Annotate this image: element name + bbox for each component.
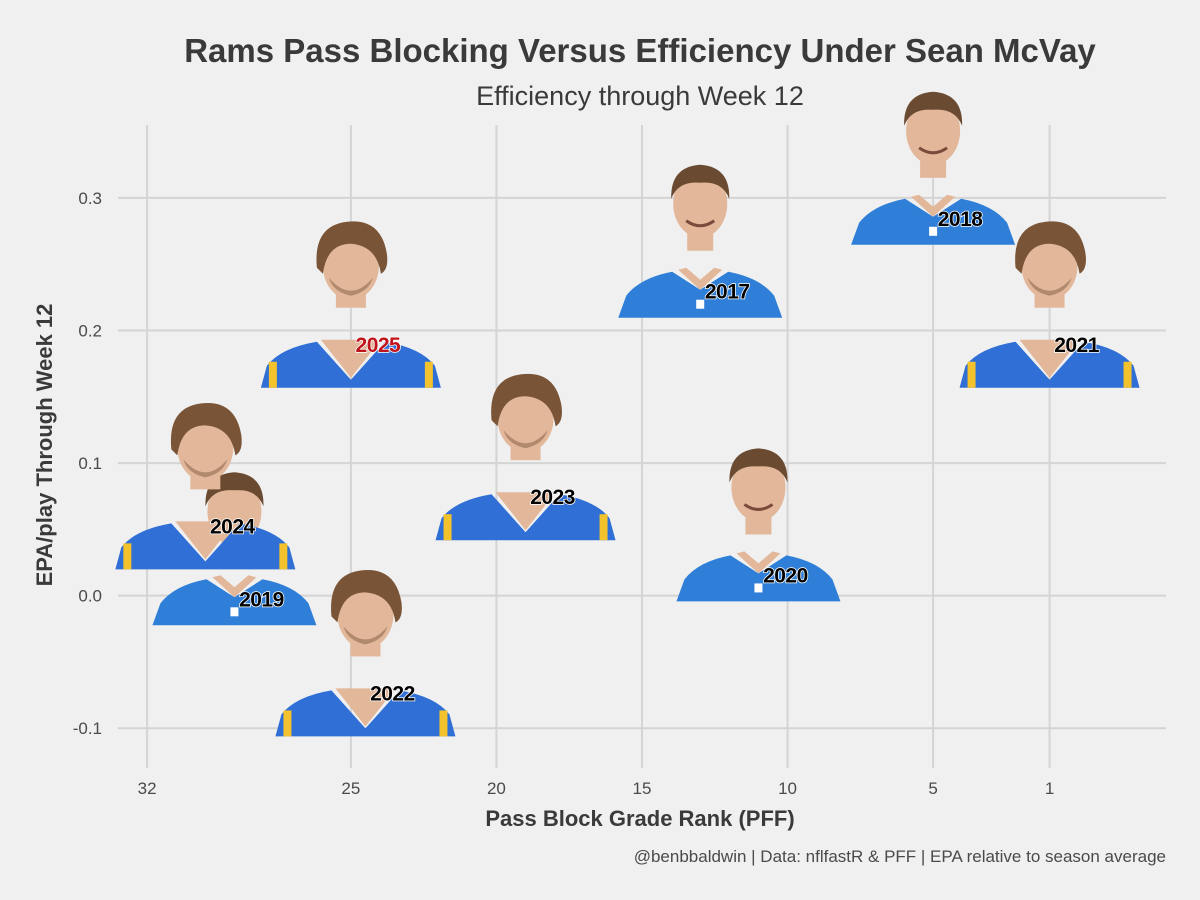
x-axis-title: Pass Block Grade Rank (PFF) bbox=[485, 806, 794, 831]
data-point-2023 bbox=[435, 373, 616, 541]
player-headshot bbox=[618, 164, 783, 318]
x-tick-labels: 32 25 20 15 10 5 1 bbox=[138, 779, 1055, 798]
data-point-2021 bbox=[959, 221, 1140, 388]
data-points: 2017 2018 2019 2020 2021 2022 2023 2024 2025 bbox=[115, 91, 1140, 737]
player-headshot bbox=[275, 570, 456, 737]
y-tick-label: 0.1 bbox=[78, 454, 102, 473]
point-label-2020: 2020 bbox=[763, 564, 808, 587]
x-tick-label: 15 bbox=[633, 779, 652, 798]
x-tick-label: 10 bbox=[778, 779, 797, 798]
point-label-2018: 2018 bbox=[938, 208, 984, 231]
y-axis-title: EPA/play Through Week 12 bbox=[32, 304, 57, 587]
player-headshot bbox=[435, 373, 616, 541]
data-point-2024 bbox=[115, 402, 296, 570]
x-tick-label: 20 bbox=[487, 779, 506, 798]
data-point-2018 bbox=[851, 91, 1016, 245]
data-point-2020 bbox=[676, 448, 841, 602]
x-tick-label: 25 bbox=[341, 779, 360, 798]
point-label-2022: 2022 bbox=[370, 682, 415, 705]
player-headshot bbox=[851, 91, 1016, 245]
player-headshot bbox=[676, 448, 841, 602]
point-label-2024: 2024 bbox=[210, 515, 256, 538]
y-tick-label: 0.2 bbox=[78, 321, 102, 340]
data-point-2017 bbox=[618, 164, 783, 318]
x-tick-label: 5 bbox=[928, 779, 937, 798]
y-tick-label: 0.3 bbox=[78, 189, 102, 208]
data-point-2025 bbox=[260, 221, 441, 388]
gridlines bbox=[118, 125, 1166, 768]
player-headshot bbox=[115, 402, 296, 570]
data-point-2022 bbox=[275, 570, 456, 737]
player-headshot bbox=[260, 221, 441, 388]
y-tick-label: -0.1 bbox=[73, 719, 102, 738]
y-tick-label: 0.0 bbox=[78, 587, 102, 606]
point-label-2019: 2019 bbox=[239, 588, 284, 611]
point-label-2021: 2021 bbox=[1054, 334, 1100, 357]
point-label-2023: 2023 bbox=[530, 486, 575, 509]
x-tick-label: 1 bbox=[1045, 779, 1054, 798]
player-headshot bbox=[959, 221, 1140, 388]
y-tick-labels: 0.3 0.2 0.1 0.0 -0.1 bbox=[73, 189, 102, 738]
x-tick-label: 32 bbox=[138, 779, 157, 798]
chart-title: Rams Pass Blocking Versus Efficiency Und… bbox=[184, 32, 1096, 69]
chart-caption: @benbbaldwin | Data: nflfastR & PFF | EP… bbox=[634, 847, 1166, 866]
point-label-2025: 2025 bbox=[356, 334, 402, 357]
chart-subtitle: Efficiency through Week 12 bbox=[476, 81, 804, 111]
point-label-2017: 2017 bbox=[705, 281, 750, 304]
